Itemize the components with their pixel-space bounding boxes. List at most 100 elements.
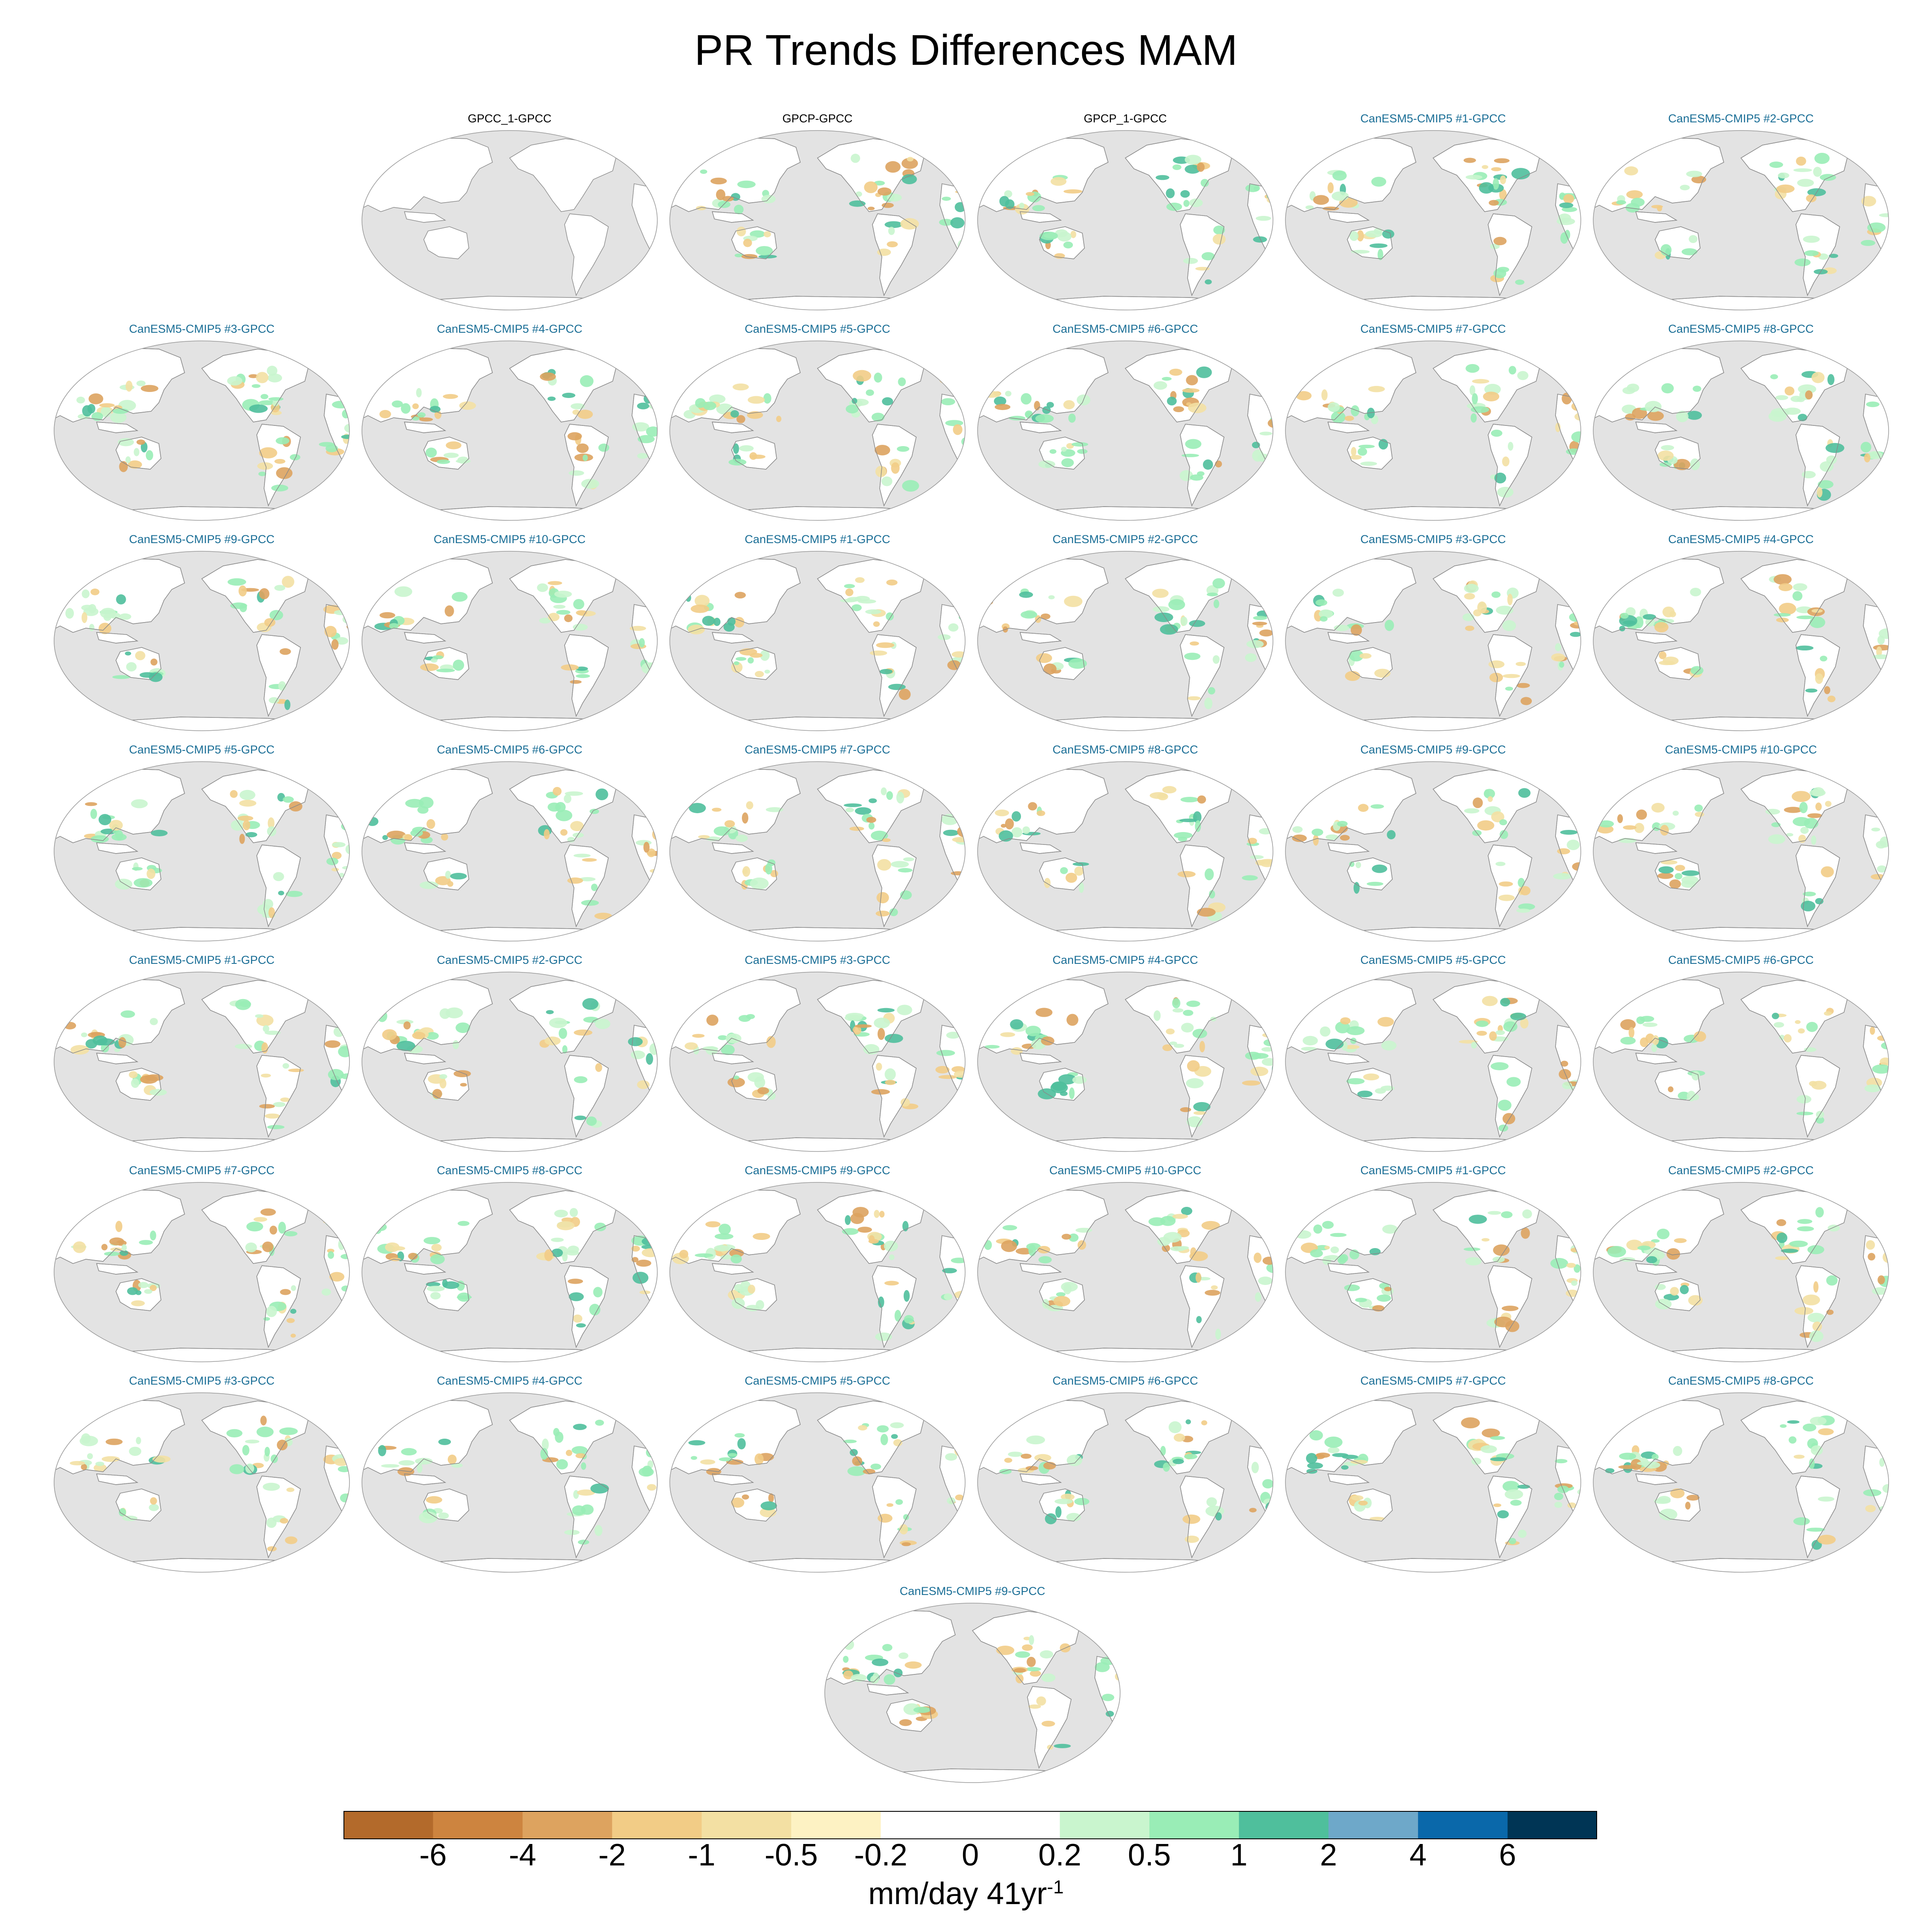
precip-anomaly-patch — [1570, 377, 1581, 383]
precip-anomaly-patch — [1502, 1481, 1519, 1492]
precip-anomaly-patch — [1817, 487, 1823, 498]
panel-title: CanESM5-CMIP5 #1-GPCC — [129, 954, 275, 966]
landmass-europe-edge — [1252, 984, 1273, 1017]
precip-anomaly-patch — [960, 820, 965, 830]
precip-anomaly-patch — [757, 1087, 769, 1094]
precip-anomaly-patch — [437, 459, 450, 464]
precip-anomaly-patch — [140, 385, 158, 392]
precip-anomaly-patch — [950, 585, 965, 595]
precip-anomaly-patch — [734, 204, 744, 214]
coastline-south-america — [1795, 1265, 1840, 1349]
panel-title: CanESM5-CMIP5 #3-GPCC — [129, 322, 275, 335]
precip-anomaly-patch — [1784, 407, 1801, 415]
landmass-antarctica — [1628, 506, 1867, 520]
precip-anomaly-patch — [1163, 1232, 1182, 1243]
precip-anomaly-patch — [903, 1703, 920, 1715]
precip-anomaly-patch — [459, 401, 476, 410]
precip-anomaly-patch — [1560, 787, 1567, 793]
precip-anomaly-patch — [643, 991, 654, 1002]
precip-anomaly-patch — [1866, 401, 1880, 407]
precip-anomaly-patch — [1074, 1498, 1090, 1505]
precip-anomaly-patch — [1820, 174, 1836, 181]
precip-anomaly-patch — [1507, 593, 1513, 605]
precip-anomaly-patch — [264, 1113, 280, 1119]
coastline-indonesia — [96, 1473, 139, 1485]
coastline-australia — [115, 647, 161, 680]
precip-anomaly-patch — [951, 1426, 965, 1433]
precip-anomaly-patch — [1355, 1297, 1367, 1302]
precip-anomaly-patch — [651, 1201, 657, 1206]
precip-anomaly-patch — [1878, 1416, 1885, 1420]
precip-anomaly-patch — [1342, 1455, 1358, 1459]
coastline-europe-edge — [636, 353, 657, 386]
precip-anomaly-patch — [1516, 908, 1531, 913]
precip-anomaly-patch — [692, 1034, 705, 1038]
precip-anomaly-patch — [1358, 804, 1369, 812]
precip-anomaly-patch — [946, 153, 957, 158]
precip-anomaly-patch — [1800, 826, 1809, 834]
precip-anomaly-patch — [946, 1032, 960, 1039]
precip-anomaly-patch — [1479, 182, 1494, 194]
precip-anomaly-patch — [1637, 1461, 1656, 1466]
precip-anomaly-patch — [1657, 1228, 1670, 1239]
precip-anomaly-patch — [1056, 1292, 1066, 1297]
map-panel: CanESM5-CMIP5 #5-GPCC — [665, 322, 970, 524]
precip-anomaly-patch — [942, 197, 951, 201]
precip-anomaly-patch — [425, 447, 437, 458]
precip-anomaly-patch — [1520, 697, 1532, 705]
landmass-europe-edge — [1559, 1405, 1581, 1438]
precip-anomaly-patch — [286, 890, 303, 897]
landmass-antarctica — [705, 1558, 943, 1572]
precip-anomaly-patch — [1494, 158, 1510, 163]
coastline-australia — [1655, 857, 1701, 890]
precip-anomaly-patch — [894, 1309, 901, 1322]
precip-anomaly-patch — [100, 1043, 109, 1053]
precip-anomaly-patch — [1263, 148, 1270, 157]
map-panel: CanESM5-CMIP5 #8-GPCC — [357, 1163, 662, 1365]
precip-anomaly-patch — [1493, 268, 1507, 279]
precip-anomaly-patch — [1669, 879, 1681, 889]
landmass-europe-edge — [1867, 563, 1889, 596]
precip-anomaly-patch — [1061, 1282, 1078, 1292]
precip-anomaly-patch — [343, 779, 349, 787]
landmass-europe-edge — [1867, 984, 1889, 1017]
map-border — [977, 1182, 1273, 1362]
precip-anomaly-patch — [1257, 156, 1268, 166]
precip-anomaly-patch — [595, 1018, 611, 1029]
precip-anomaly-patch — [334, 987, 340, 997]
coastline-europe-edge — [1559, 1405, 1581, 1438]
coastline-europe-edge — [1867, 774, 1889, 807]
world-map — [54, 340, 350, 521]
precip-anomaly-patch — [1677, 1091, 1690, 1100]
precip-anomaly-patch — [1877, 1035, 1889, 1041]
world-map — [1593, 551, 1889, 731]
precip-anomaly-patch — [1625, 203, 1640, 213]
precip-anomaly-patch — [1115, 1665, 1120, 1671]
coastline-indonesia — [1327, 1263, 1370, 1275]
precip-anomaly-patch — [1497, 486, 1514, 498]
precip-anomaly-patch — [126, 662, 137, 671]
coastline-indonesia — [404, 842, 447, 854]
precip-anomaly-patch — [1568, 1429, 1576, 1433]
colorbar-tick-label: 0 — [961, 1838, 979, 1872]
precip-anomaly-patch — [1350, 1038, 1357, 1044]
precip-anomaly-patch — [149, 672, 163, 682]
precip-anomaly-patch — [1266, 355, 1272, 367]
precip-anomaly-patch — [582, 858, 597, 862]
precip-anomaly-patch — [747, 1285, 756, 1294]
precip-anomaly-patch — [1657, 872, 1674, 879]
precip-anomaly-patch — [1068, 413, 1076, 423]
precip-anomaly-patch — [1813, 1281, 1819, 1293]
precip-anomaly-patch — [1030, 1670, 1041, 1677]
landmass-europe-edge — [944, 1405, 965, 1438]
landmass-europe-edge — [328, 984, 349, 1017]
precip-anomaly-patch — [129, 1446, 142, 1456]
precip-anomaly-patch — [554, 590, 572, 598]
precip-anomaly-patch — [152, 1455, 171, 1463]
precip-anomaly-patch — [1821, 866, 1834, 878]
precip-anomaly-patch — [850, 1213, 864, 1224]
precip-anomaly-patch — [1251, 988, 1270, 999]
map-border — [977, 761, 1273, 942]
precip-anomaly-patch — [444, 453, 459, 458]
map-panel: CanESM5-CMIP5 #6-GPCC — [973, 322, 1278, 524]
